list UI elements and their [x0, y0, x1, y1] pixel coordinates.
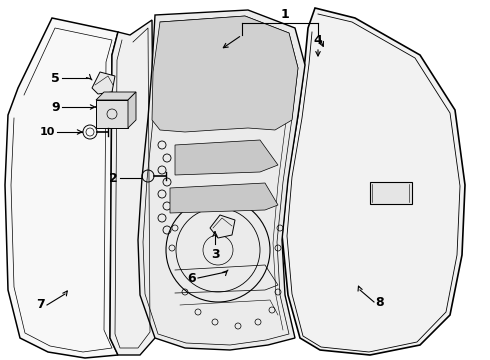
Polygon shape [92, 72, 115, 94]
Text: 2: 2 [109, 171, 118, 185]
Text: 7: 7 [36, 298, 45, 311]
Text: 8: 8 [375, 296, 384, 309]
Polygon shape [152, 16, 298, 132]
Polygon shape [5, 18, 118, 358]
Bar [370, 182, 412, 204]
Polygon shape [138, 10, 305, 350]
Text: 4: 4 [314, 33, 322, 46]
Polygon shape [282, 8, 465, 355]
Text: 3: 3 [211, 248, 220, 261]
Text: 1: 1 [281, 8, 290, 21]
Polygon shape [170, 183, 278, 213]
Text: 10: 10 [40, 127, 55, 137]
Text: 9: 9 [51, 100, 60, 113]
Polygon shape [128, 92, 136, 128]
Polygon shape [210, 215, 235, 238]
Text: 5: 5 [51, 72, 60, 85]
Text: 6: 6 [187, 271, 196, 284]
Bar [96, 100, 128, 128]
Polygon shape [175, 140, 278, 175]
Polygon shape [110, 20, 155, 355]
Polygon shape [96, 92, 136, 100]
